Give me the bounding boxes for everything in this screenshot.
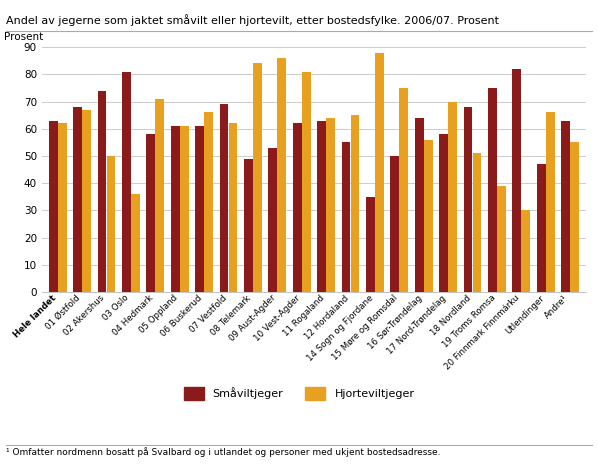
Text: ¹ Omfatter nordmenn bosatt på Svalbard og i utlandet og personer med ukjent bost: ¹ Omfatter nordmenn bosatt på Svalbard o… <box>6 447 441 457</box>
Bar <box>269 148 277 292</box>
Bar <box>424 139 433 292</box>
Bar <box>327 118 335 292</box>
Bar <box>350 115 359 292</box>
Bar <box>562 121 570 292</box>
Bar <box>302 72 310 292</box>
Bar <box>546 113 555 292</box>
Bar <box>497 186 506 292</box>
Bar <box>171 126 179 292</box>
Bar <box>318 121 326 292</box>
Bar <box>49 121 57 292</box>
Bar <box>97 90 106 292</box>
Bar <box>463 107 472 292</box>
Bar <box>472 153 481 292</box>
Bar <box>415 118 423 292</box>
Bar <box>341 142 350 292</box>
Bar <box>375 53 384 292</box>
Bar <box>512 69 521 292</box>
Bar <box>155 99 164 292</box>
Bar <box>195 126 204 292</box>
Bar <box>521 211 530 292</box>
Text: Andel av jegerne som jaktet småvilt eller hjortevilt, etter bostedsfylke. 2006/0: Andel av jegerne som jaktet småvilt elle… <box>6 14 499 26</box>
Bar <box>448 102 457 292</box>
Bar <box>131 194 140 292</box>
Bar <box>366 197 375 292</box>
Bar <box>219 104 228 292</box>
Legend: Småviltjeger, Hjorteviltjeger: Småviltjeger, Hjorteviltjeger <box>179 382 419 404</box>
Bar <box>488 88 497 292</box>
Bar <box>205 113 213 292</box>
Bar <box>253 64 262 292</box>
Bar <box>293 123 301 292</box>
Bar <box>122 72 131 292</box>
Bar <box>83 110 91 292</box>
Bar <box>537 164 545 292</box>
Bar <box>106 156 115 292</box>
Bar <box>244 159 253 292</box>
Bar <box>228 123 237 292</box>
Bar <box>440 134 448 292</box>
Bar <box>277 58 286 292</box>
Bar <box>570 142 579 292</box>
Bar <box>399 88 408 292</box>
Bar <box>147 134 155 292</box>
Bar <box>73 107 82 292</box>
Bar <box>390 156 399 292</box>
Text: Prosent: Prosent <box>4 32 43 42</box>
Bar <box>180 126 188 292</box>
Bar <box>58 123 66 292</box>
